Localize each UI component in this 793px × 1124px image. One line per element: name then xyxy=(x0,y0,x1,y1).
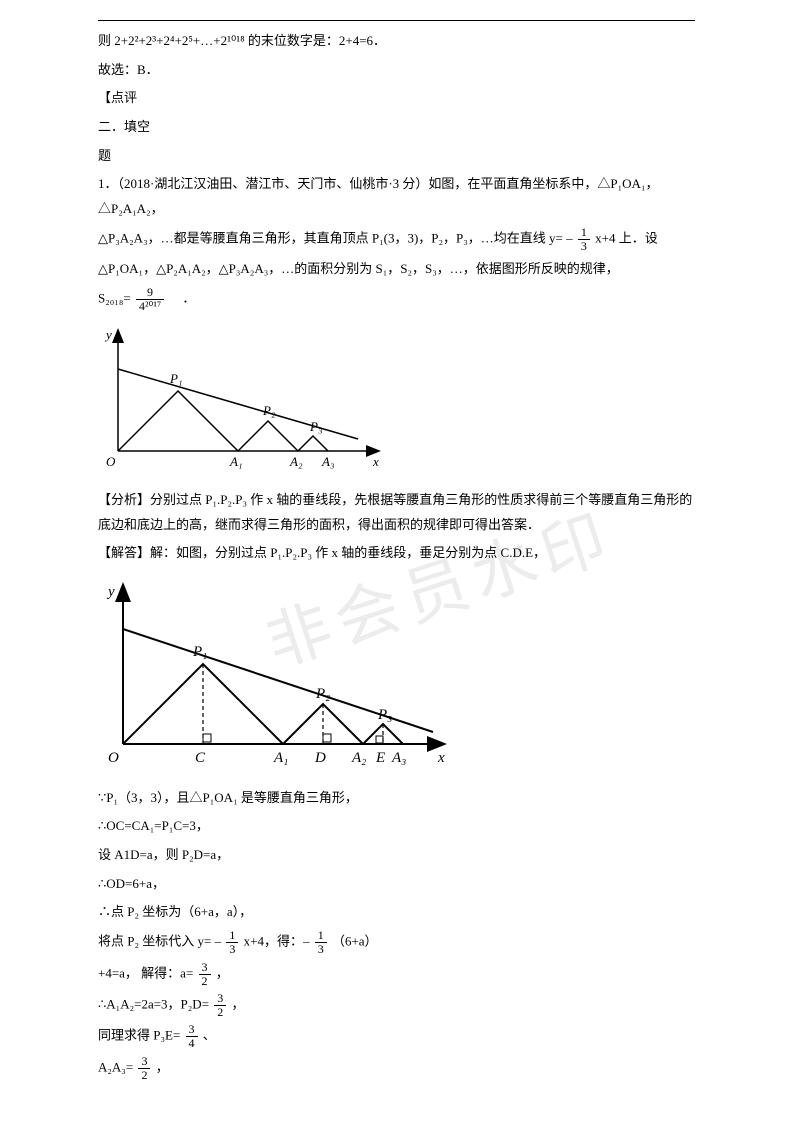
problem-line: △P₃A₂A₃，…都是等腰直角三角形，其直角顶点 P₁(3，3)，P₂，P₃，…… xyxy=(98,226,695,253)
fraction: 32 xyxy=(199,961,211,988)
svg-text:D: D xyxy=(314,750,326,766)
point-label: A₁ xyxy=(229,454,242,469)
text-fragment: x+4，得：– xyxy=(244,934,310,949)
problem-answer-line: S₂₀₁₈= 94²⁰¹⁷ ． xyxy=(98,286,695,313)
axis-label-y: y xyxy=(104,327,112,342)
text-line: 故选：B． xyxy=(98,58,695,83)
text-fragment: A₂A₃= xyxy=(98,1059,133,1074)
solution-line: ∴OC=CA₁=P₁C=3， xyxy=(98,814,695,839)
text-line: 则 2+2²+2³+2⁴+2⁵+…+2¹⁰¹⁸ 的末位数字是：2+4=6． xyxy=(98,29,695,54)
svg-text:A₃: A₃ xyxy=(391,750,406,766)
text-line: 题 xyxy=(98,144,695,169)
origin-label: O xyxy=(106,454,116,469)
point-label: P₃ xyxy=(309,419,322,434)
svg-text:O: O xyxy=(108,750,119,766)
solution-text: 【解答】解：如图，分别过点 P₁.P₂.P₃ 作 x 轴的垂线段，垂足分别为点 … xyxy=(98,541,695,566)
text-line: 【点评 xyxy=(98,86,695,111)
svg-text:y: y xyxy=(106,584,115,600)
text-fragment: ， xyxy=(232,997,245,1012)
solution-line: ∴A₁A₂=2a=3，P₂D= 32 ， xyxy=(98,992,695,1019)
svg-text:P₂: P₂ xyxy=(315,686,330,702)
solution-line: +4=a， 解得：a= 32 ， xyxy=(98,961,695,988)
text-fragment: S₂₀₁₈= xyxy=(98,291,131,306)
svg-text:x: x xyxy=(437,750,445,766)
point-label: A₃ xyxy=(321,454,334,469)
text-fragment: +4=a， 解得：a= xyxy=(98,965,193,980)
point-label: P₂ xyxy=(262,403,276,418)
solution-line: A₂A₃= 32 ， xyxy=(98,1055,695,1082)
solution-line: ∴OD=6+a， xyxy=(98,872,695,897)
fraction: 34 xyxy=(186,1023,198,1050)
point-label: P₁ xyxy=(169,371,182,386)
text-fragment: ． xyxy=(169,291,195,306)
problem-line: △P₁OA₁，△P₂A₁A₂，△P₃A₂A₃，…的面积分别为 S₁，S₂，S₃，… xyxy=(98,257,695,282)
diagram-large: y O x P₁ P₂ P₃ C A₁ D A₂ E A₃ xyxy=(98,574,695,778)
svg-text:P₃: P₃ xyxy=(377,707,392,723)
fraction: 13 xyxy=(578,226,590,253)
text-fragment: △P₃A₂A₃，…都是等腰直角三角形，其直角顶点 P₁(3，3)，P₂，P₃，…… xyxy=(98,230,573,245)
solution-line: 同理求得 P₃E= 34 、 xyxy=(98,1023,695,1050)
text-fragment: （6+a） xyxy=(332,934,378,949)
svg-text:A₂: A₂ xyxy=(351,750,366,766)
text-fragment: ， xyxy=(156,1059,169,1074)
solution-line: ∵P₁（3，3），且△P₁OA₁ 是等腰直角三角形， xyxy=(98,786,695,811)
analysis-text: 【分析】分别过点 P₁.P₂.P₃ 作 x 轴的垂线段，先根据等腰直角三角形的性… xyxy=(98,488,695,537)
text-fragment: x+4 上．设 xyxy=(595,230,658,245)
svg-text:P₁: P₁ xyxy=(192,644,207,660)
fraction: 13 xyxy=(226,929,238,956)
solution-line: ∴点 P₂ 坐标为（6+a，a）， xyxy=(98,900,695,925)
fraction: 32 xyxy=(138,1055,150,1082)
solution-line: 将点 P₂ 坐标代入 y= – 13 x+4，得：– 13 （6+a） xyxy=(98,929,695,956)
text-fragment: ， xyxy=(216,965,229,980)
svg-text:A₁: A₁ xyxy=(273,750,288,766)
text-fragment: 同理求得 P₃E= xyxy=(98,1028,180,1043)
axis-label-x: x xyxy=(372,454,379,469)
svg-text:E: E xyxy=(375,750,385,766)
text-fragment: 将点 P₂ 坐标代入 y= – xyxy=(98,934,221,949)
diagram-small: y O x P₁ P₂ P₃ A₁ A₂ A₃ xyxy=(98,321,695,480)
point-label: A₂ xyxy=(289,454,303,469)
fraction: 13 xyxy=(315,929,327,956)
fraction: 32 xyxy=(214,992,226,1019)
text-fragment: ∴A₁A₂=2a=3，P₂D= xyxy=(98,997,209,1012)
fraction: 94²⁰¹⁷ xyxy=(136,286,164,313)
problem-statement: 1．（2018·湖北江汉油田、潜江市、天门市、仙桃市·3 分）如图，在平面直角坐… xyxy=(98,172,695,221)
text-fragment: 、 xyxy=(203,1028,216,1043)
section-heading: 二．填空 xyxy=(98,115,695,140)
svg-text:C: C xyxy=(195,750,206,766)
solution-line: 设 A1D=a，则 P₂D=a， xyxy=(98,843,695,868)
